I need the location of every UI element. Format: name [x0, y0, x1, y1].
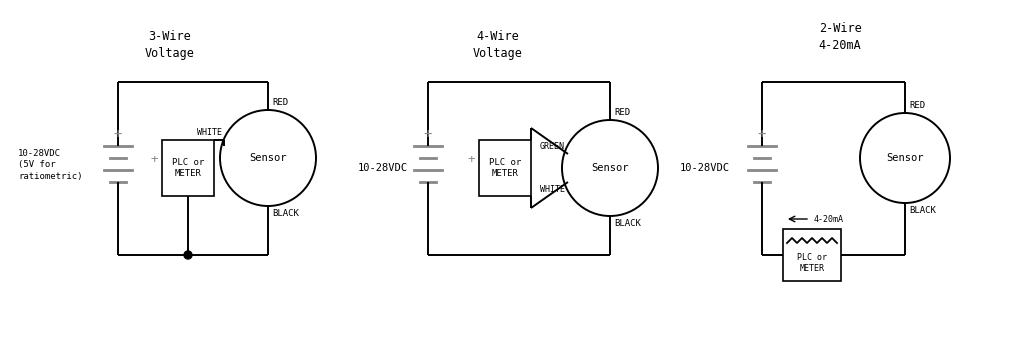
Text: 10-28VDC: 10-28VDC: [358, 163, 408, 173]
Text: 10-28VDC: 10-28VDC: [680, 163, 730, 173]
Text: 2-Wire
4-20mA: 2-Wire 4-20mA: [818, 22, 861, 52]
Text: Sensor: Sensor: [886, 153, 924, 163]
Circle shape: [562, 120, 658, 216]
Text: 10-28VDC
(5V for
ratiometric): 10-28VDC (5V for ratiometric): [18, 149, 83, 181]
Text: Sensor: Sensor: [249, 153, 287, 163]
Circle shape: [184, 251, 193, 259]
Text: PLC or
METER: PLC or METER: [797, 253, 827, 273]
Text: 4-Wire
Voltage: 4-Wire Voltage: [473, 30, 523, 60]
Text: 4-20mA: 4-20mA: [814, 214, 844, 223]
Text: +: +: [114, 127, 122, 141]
Text: BLACK: BLACK: [272, 209, 299, 218]
Text: PLC or
METER: PLC or METER: [488, 158, 521, 178]
Text: BLACK: BLACK: [614, 219, 641, 228]
Circle shape: [220, 110, 316, 206]
Text: WHITE: WHITE: [540, 185, 565, 194]
Text: PLC or
METER: PLC or METER: [172, 158, 204, 178]
Circle shape: [860, 113, 950, 203]
Text: BLACK: BLACK: [909, 206, 936, 215]
Text: WHITE: WHITE: [197, 128, 222, 137]
Text: RED: RED: [272, 98, 288, 107]
Text: GREEN: GREEN: [540, 142, 565, 151]
Text: 3-Wire
Voltage: 3-Wire Voltage: [145, 30, 195, 60]
Text: +: +: [467, 153, 475, 166]
Text: +: +: [424, 127, 432, 141]
Bar: [479, 140, 531, 196]
Text: +: +: [151, 153, 158, 166]
Bar: [783, 229, 841, 281]
Bar: [162, 140, 214, 196]
Text: RED: RED: [909, 101, 925, 110]
Text: +: +: [758, 127, 766, 141]
Text: RED: RED: [614, 108, 630, 117]
Text: Sensor: Sensor: [591, 163, 629, 173]
